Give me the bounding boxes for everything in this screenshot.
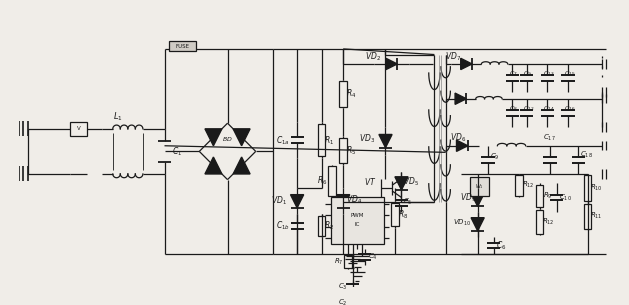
Text: $C_{16}$: $C_{16}$	[564, 104, 576, 113]
Text: $C_{13}$: $C_{13}$	[543, 69, 555, 78]
Text: PWM: PWM	[350, 213, 364, 218]
Polygon shape	[457, 140, 468, 151]
Polygon shape	[471, 193, 484, 206]
Text: $VD_{10}$: $VD_{10}$	[454, 218, 471, 228]
Text: $VD_7$: $VD_7$	[445, 50, 461, 63]
Text: $C_2$: $C_2$	[338, 298, 348, 305]
Polygon shape	[460, 58, 472, 70]
Bar	[536, 185, 543, 207]
Polygon shape	[337, 195, 350, 208]
Text: $C_{17}$: $C_{17}$	[543, 133, 556, 143]
Polygon shape	[471, 218, 484, 231]
Text: $R_{10}$: $R_{10}$	[591, 183, 603, 193]
Text: FUSE: FUSE	[175, 44, 189, 48]
Bar	[515, 175, 523, 196]
Bar	[70, 122, 87, 136]
Text: $R_7$: $R_7$	[334, 256, 343, 267]
Text: $R_2$: $R_2$	[325, 219, 335, 232]
Text: V: V	[77, 126, 81, 131]
Bar	[470, 177, 489, 196]
Text: $R_1$: $R_1$	[325, 135, 335, 147]
Polygon shape	[291, 195, 304, 208]
Text: $VT$: $VT$	[364, 176, 376, 187]
Text: $R_6$: $R_6$	[317, 174, 327, 187]
Bar	[584, 175, 591, 201]
Bar	[536, 210, 543, 234]
Bar	[391, 203, 399, 226]
Text: $R_{12}$: $R_{12}$	[522, 180, 535, 190]
Text: $C_7$: $C_7$	[509, 69, 518, 78]
Text: $C_9$: $C_9$	[523, 69, 532, 78]
Text: $VD_6$: $VD_6$	[450, 132, 467, 145]
Polygon shape	[233, 129, 250, 146]
Bar	[340, 138, 347, 163]
Text: $C_5$: $C_5$	[403, 197, 413, 207]
Bar	[318, 216, 325, 236]
Bar	[340, 81, 347, 107]
Text: $VD_5$: $VD_5$	[403, 175, 420, 188]
Text: $C_{1b}$: $C_{1b}$	[276, 219, 291, 232]
Text: $C_1$: $C_1$	[172, 145, 182, 158]
Text: $VD_4$: $VD_4$	[346, 193, 362, 206]
Polygon shape	[395, 177, 408, 190]
Text: $R_{12}$: $R_{12}$	[542, 217, 554, 227]
Bar	[344, 255, 352, 268]
Text: $BD$: $BD$	[222, 135, 233, 143]
Bar	[318, 124, 325, 156]
Text: $C_{10}$: $C_{10}$	[559, 192, 571, 203]
Text: $C_{15}$: $C_{15}$	[564, 69, 576, 78]
Text: $C_{18}$: $C_{18}$	[580, 150, 593, 160]
Text: $C_{1a}$: $C_{1a}$	[276, 135, 290, 147]
Text: $VD_9$: $VD_9$	[460, 191, 476, 204]
Bar	[169, 41, 196, 51]
Text: $VD_3$: $VD_3$	[359, 133, 376, 145]
Text: $L_1$: $L_1$	[113, 110, 123, 123]
Text: $C_8$: $C_8$	[509, 104, 518, 113]
Text: $C_6$: $C_6$	[496, 239, 506, 252]
Text: $C_9$: $C_9$	[490, 152, 499, 162]
Polygon shape	[233, 157, 250, 174]
Text: $R_8$: $R_8$	[398, 208, 408, 221]
Text: $C_{14}$: $C_{14}$	[543, 104, 555, 113]
Text: $VD_2$: $VD_2$	[365, 50, 381, 63]
Bar	[584, 204, 591, 229]
Text: IC: IC	[355, 222, 360, 227]
Polygon shape	[455, 93, 466, 104]
Polygon shape	[379, 135, 392, 148]
Text: $W_1$: $W_1$	[475, 182, 484, 191]
Text: $VD_1$: $VD_1$	[270, 194, 287, 206]
Text: $C_{12}$: $C_{12}$	[523, 104, 534, 113]
Text: $R_{11}$: $R_{11}$	[591, 211, 603, 221]
Text: $C_4$: $C_4$	[367, 252, 377, 262]
Text: $C_3$: $C_3$	[338, 282, 348, 292]
Text: $R_4$: $R_4$	[346, 88, 357, 100]
Polygon shape	[386, 58, 398, 70]
Bar	[331, 197, 384, 245]
Text: $R_5$: $R_5$	[346, 144, 356, 157]
Polygon shape	[205, 129, 222, 146]
Text: $R_9$: $R_9$	[543, 191, 552, 201]
Bar	[328, 166, 336, 196]
Polygon shape	[205, 157, 222, 174]
